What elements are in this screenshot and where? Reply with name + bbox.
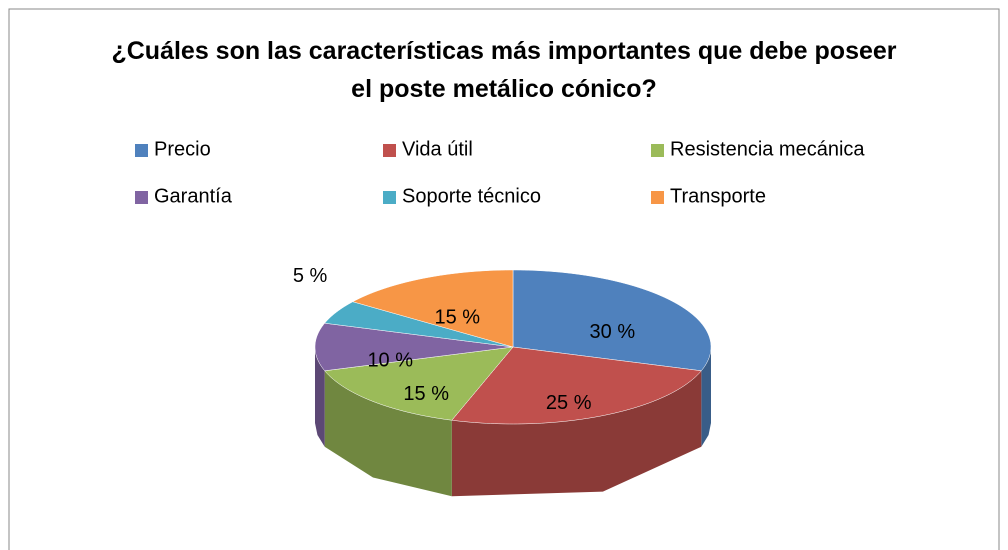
- legend-label: Garantía: [154, 185, 233, 207]
- legend-swatch: [651, 144, 664, 157]
- slice: [314, 322, 514, 372]
- data-label: 30 %: [590, 321, 636, 343]
- slice-side: [701, 347, 711, 447]
- legend-swatch: [383, 191, 396, 204]
- data-label: 25 %: [546, 392, 592, 414]
- chart-border: [8, 8, 1000, 550]
- legend-label: Soporte técnico: [402, 185, 541, 207]
- slice: [324, 301, 514, 348]
- data-label: 5 %: [293, 265, 328, 287]
- data-label: 15 %: [434, 307, 480, 329]
- slice: [352, 269, 514, 348]
- slice: [512, 269, 712, 372]
- slice: [324, 346, 514, 421]
- data-label: 10 %: [367, 349, 413, 371]
- legend-label: Precio: [154, 138, 211, 160]
- legend-swatch: [383, 144, 396, 157]
- slice-side: [451, 370, 702, 497]
- legend-swatch: [135, 191, 148, 204]
- slice-side: [324, 370, 452, 497]
- legend-swatch: [651, 191, 664, 204]
- slice: [451, 346, 702, 425]
- chart-title: ¿Cuáles son las características más impo…: [111, 37, 897, 103]
- legend-label: Vida útil: [402, 138, 473, 160]
- legend-label: Resistencia mecánica: [670, 138, 865, 160]
- legend-label: Transporte: [670, 185, 766, 207]
- slice-side: [315, 347, 325, 447]
- legend-swatch: [135, 144, 148, 157]
- data-label: 15 %: [403, 383, 449, 405]
